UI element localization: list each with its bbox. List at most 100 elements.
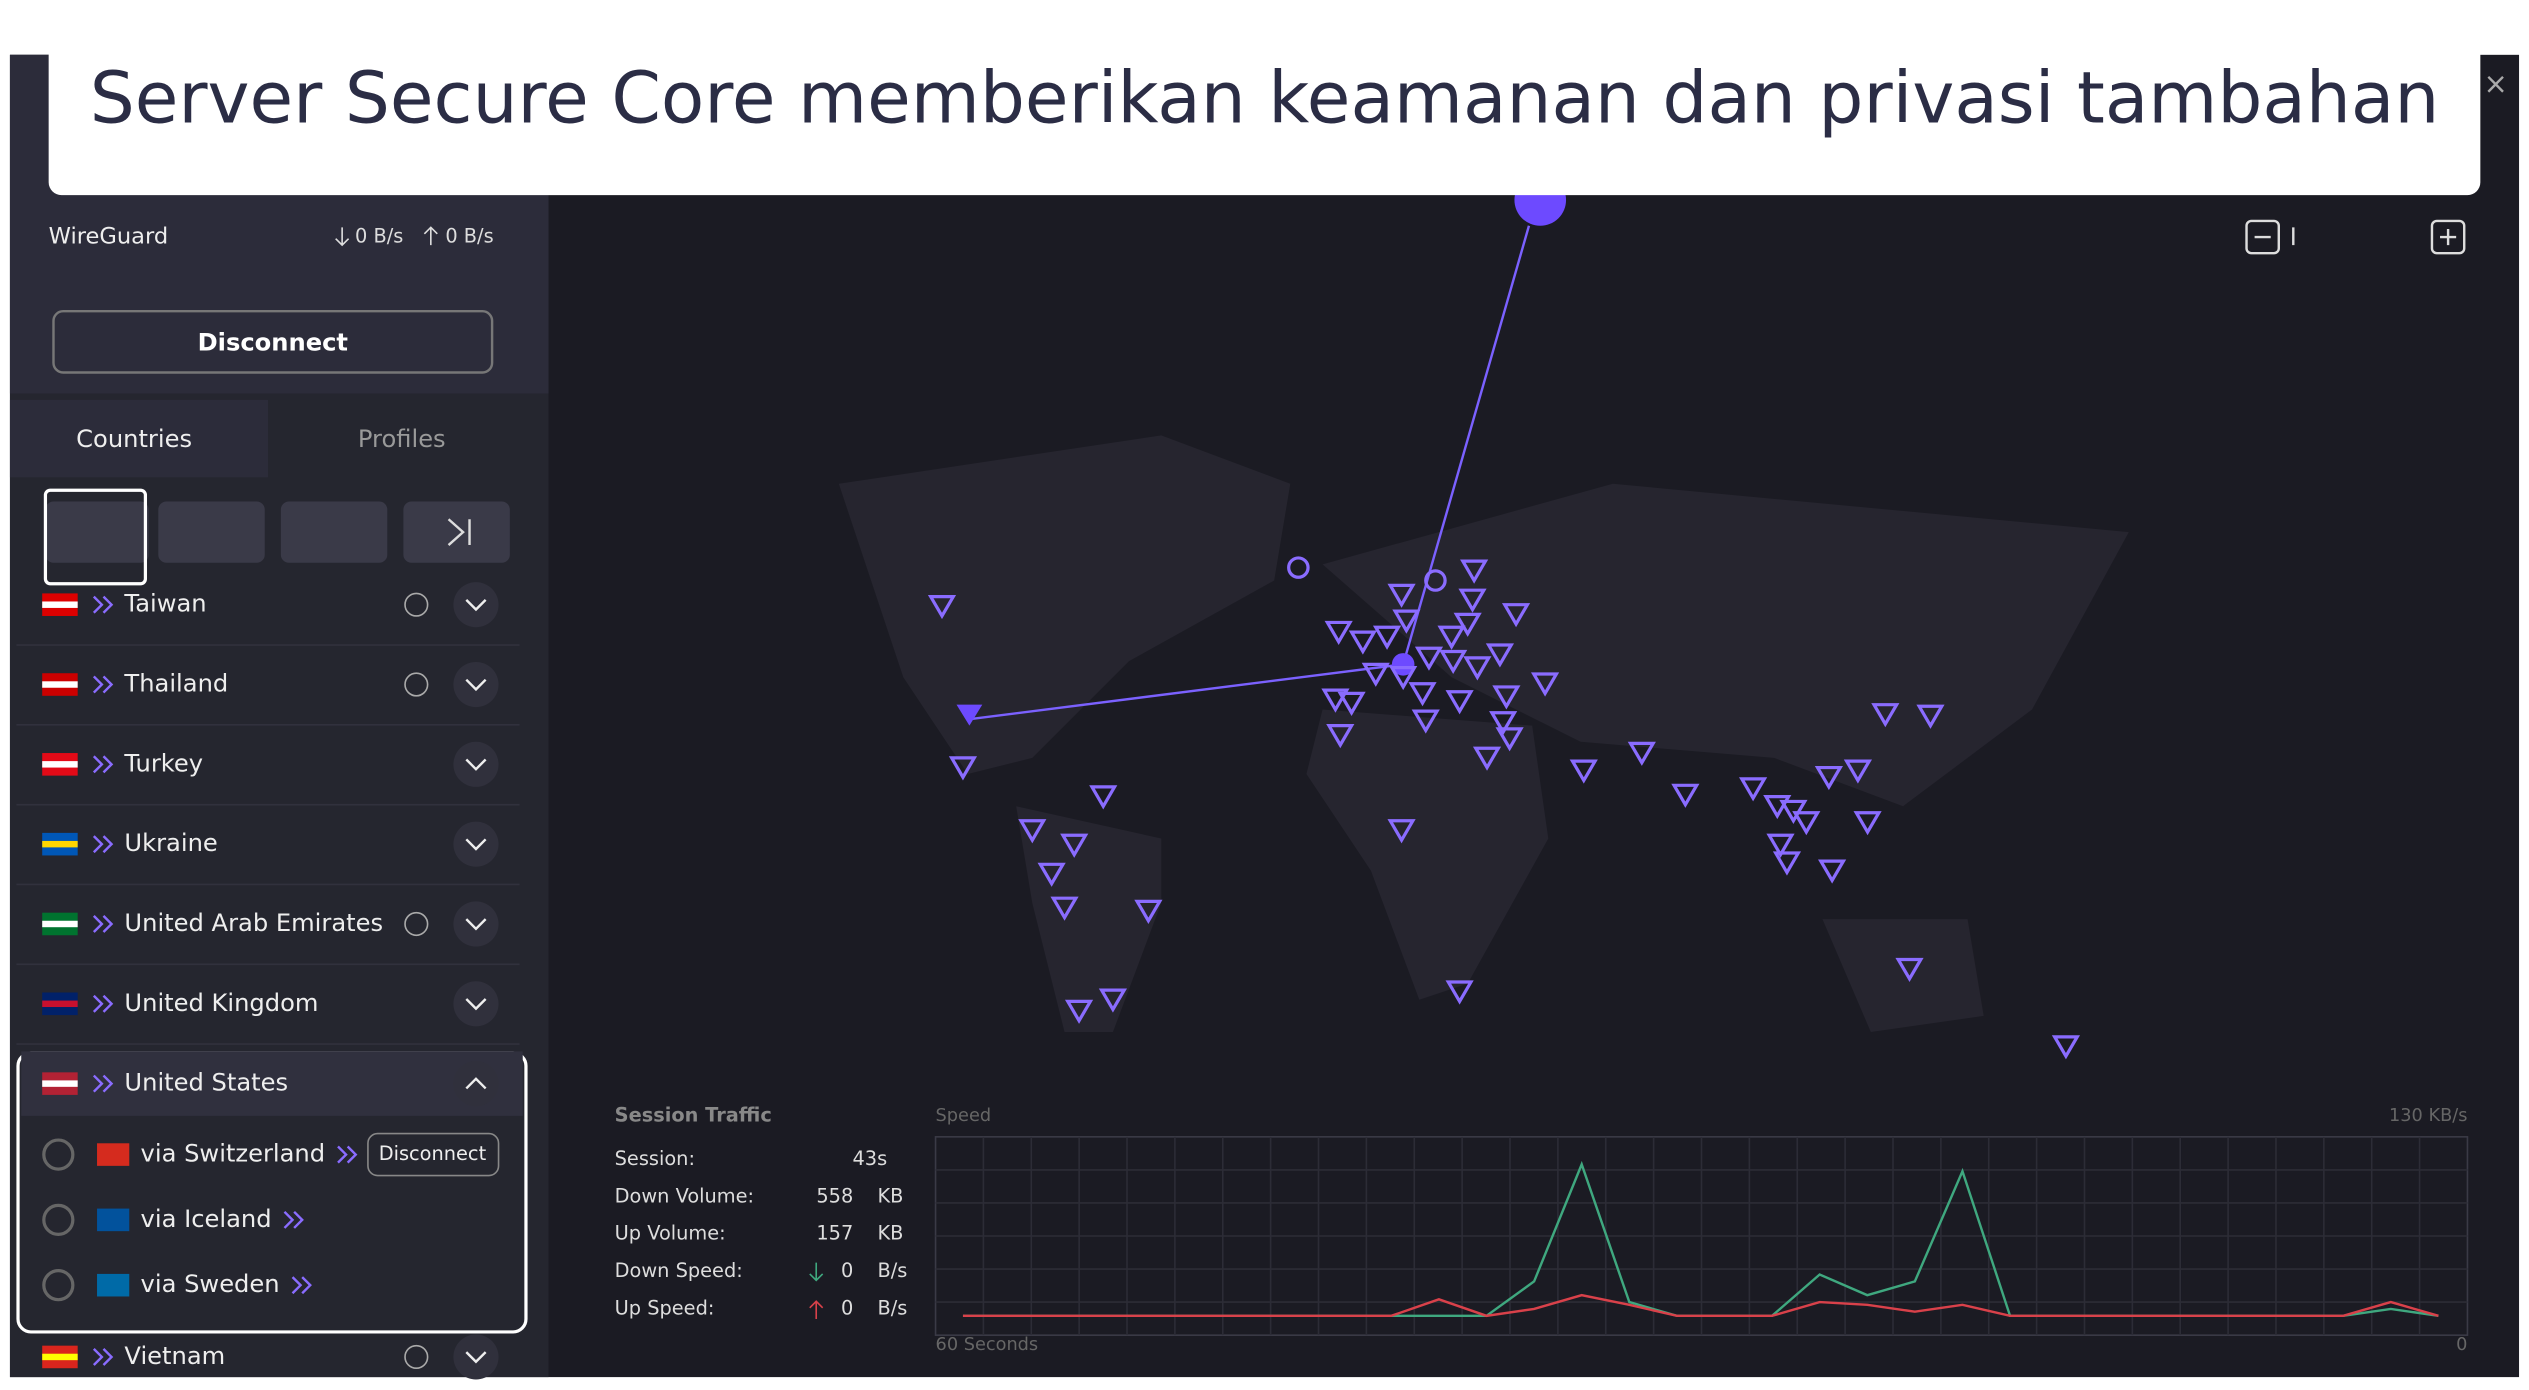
server-marker[interactable] <box>1324 620 1353 645</box>
server-marker[interactable] <box>1411 709 1440 734</box>
country-name[interactable]: Thailand <box>123 670 228 698</box>
load-indicator <box>42 1269 75 1302</box>
server-marker[interactable] <box>1089 785 1118 810</box>
server-marker[interactable] <box>1437 625 1466 650</box>
country-name[interactable]: United Arab Emirates <box>124 909 383 937</box>
stat-label: Session: <box>615 1147 695 1170</box>
world-map <box>838 435 2129 1033</box>
graph-title: Speed <box>936 1106 992 1126</box>
server-marker[interactable] <box>1472 746 1502 771</box>
server-marker[interactable] <box>1569 759 1598 784</box>
server-marker[interactable] <box>1387 819 1416 844</box>
server-marker[interactable] <box>1763 794 1792 820</box>
server-marker[interactable] <box>1772 851 1802 876</box>
server-marker[interactable] <box>1460 559 1489 584</box>
server-marker[interactable] <box>1098 988 1128 1013</box>
filter-bar <box>43 488 510 586</box>
expand-button[interactable] <box>453 1061 499 1107</box>
server-marker[interactable] <box>1050 896 1079 921</box>
server-marker[interactable] <box>1495 727 1524 752</box>
server-marker[interactable] <box>1326 724 1355 749</box>
server-name[interactable]: via Switzerland <box>141 1140 326 1168</box>
p2p-filter[interactable] <box>280 501 388 563</box>
flag <box>42 681 78 688</box>
expand-button[interactable] <box>453 901 499 947</box>
zoom-controls[interactable] <box>2245 219 2466 255</box>
server-marker[interactable] <box>1439 649 1468 675</box>
disconnect-button[interactable] <box>367 1132 500 1177</box>
country-name[interactable]: United Kingdom <box>124 989 318 1017</box>
server-marker[interactable] <box>1414 646 1444 671</box>
server-marker[interactable] <box>1814 765 1843 791</box>
zoom-out[interactable] <box>2245 219 2280 255</box>
stat-unit: B/s <box>877 1297 907 1320</box>
country-name[interactable]: United States <box>124 1069 288 1097</box>
server-marker[interactable] <box>1453 612 1482 637</box>
server-marker[interactable] <box>1895 957 1924 983</box>
close-button[interactable]: × <box>2484 66 2508 100</box>
server-marker[interactable] <box>1348 630 1377 655</box>
server-marker[interactable] <box>1492 685 1521 710</box>
server-marker[interactable] <box>1871 703 1900 728</box>
server-marker[interactable] <box>1818 859 1847 884</box>
chevrons <box>283 1210 304 1229</box>
server-marker[interactable] <box>1853 811 1882 836</box>
server-marker[interactable] <box>1916 704 1945 729</box>
current-location <box>956 704 983 726</box>
disconnect-button[interactable] <box>52 310 494 374</box>
server-marker[interactable] <box>948 756 978 781</box>
zoom-in[interactable] <box>2430 219 2466 255</box>
server-marker[interactable] <box>1489 711 1518 736</box>
server-marker[interactable] <box>1060 833 1089 858</box>
server-marker[interactable] <box>1843 759 1873 784</box>
server-marker[interactable] <box>1372 625 1402 650</box>
server-marker[interactable] <box>1361 662 1390 687</box>
expand-button[interactable] <box>453 821 499 867</box>
expand-button[interactable] <box>453 661 499 708</box>
server-marker[interactable] <box>1387 583 1416 608</box>
icon <box>2440 228 2457 246</box>
server-marker[interactable] <box>1671 783 1700 808</box>
server-marker[interactable] <box>1134 899 1163 924</box>
server-marker[interactable] <box>1458 588 1487 613</box>
stat-label: Up Volume: <box>615 1222 726 1245</box>
netshield-filter[interactable] <box>158 501 265 563</box>
server-marker[interactable] <box>1392 609 1421 634</box>
server-marker[interactable] <box>1792 811 1821 836</box>
server-marker[interactable] <box>1389 665 1418 691</box>
server-marker[interactable] <box>1064 999 1094 1024</box>
expand-button[interactable] <box>453 741 499 787</box>
country-name[interactable]: Taiwan <box>123 590 206 618</box>
stat-label: Down Volume: <box>615 1184 754 1207</box>
secure-core-filter[interactable] <box>45 501 149 563</box>
server-marker[interactable] <box>1037 862 1066 887</box>
server-marker[interactable] <box>1739 777 1768 802</box>
server-name[interactable]: via Sweden <box>141 1270 280 1298</box>
server-marker[interactable] <box>1501 603 1531 628</box>
server-marker[interactable] <box>927 595 957 620</box>
server-marker[interactable] <box>1321 688 1350 713</box>
server-marker[interactable] <box>2051 1035 2081 1060</box>
country-name[interactable]: Turkey <box>123 749 203 777</box>
stat-value: 43s <box>852 1147 887 1170</box>
route-line <box>1402 225 1531 665</box>
server-marker[interactable] <box>1445 980 1474 1005</box>
country-name[interactable]: Vietnam <box>124 1342 225 1370</box>
server-marker[interactable] <box>1627 741 1656 766</box>
expand-button[interactable] <box>453 582 499 628</box>
server-marker[interactable] <box>1766 833 1795 858</box>
server-marker[interactable] <box>1530 672 1560 697</box>
server-marker[interactable] <box>1337 691 1366 716</box>
server-marker[interactable] <box>1408 682 1437 707</box>
collapse-sidebar[interactable] <box>403 501 510 563</box>
server-name[interactable]: via Iceland <box>141 1205 272 1233</box>
server-marker[interactable] <box>1445 690 1474 715</box>
server-marker[interactable] <box>1485 643 1515 668</box>
server-marker[interactable] <box>1463 656 1492 681</box>
server-marker[interactable] <box>1018 819 1047 844</box>
expand-button[interactable] <box>453 1334 499 1380</box>
country-name[interactable]: Ukraine <box>124 829 217 857</box>
chevron <box>465 678 487 692</box>
expand-button[interactable] <box>453 981 499 1027</box>
